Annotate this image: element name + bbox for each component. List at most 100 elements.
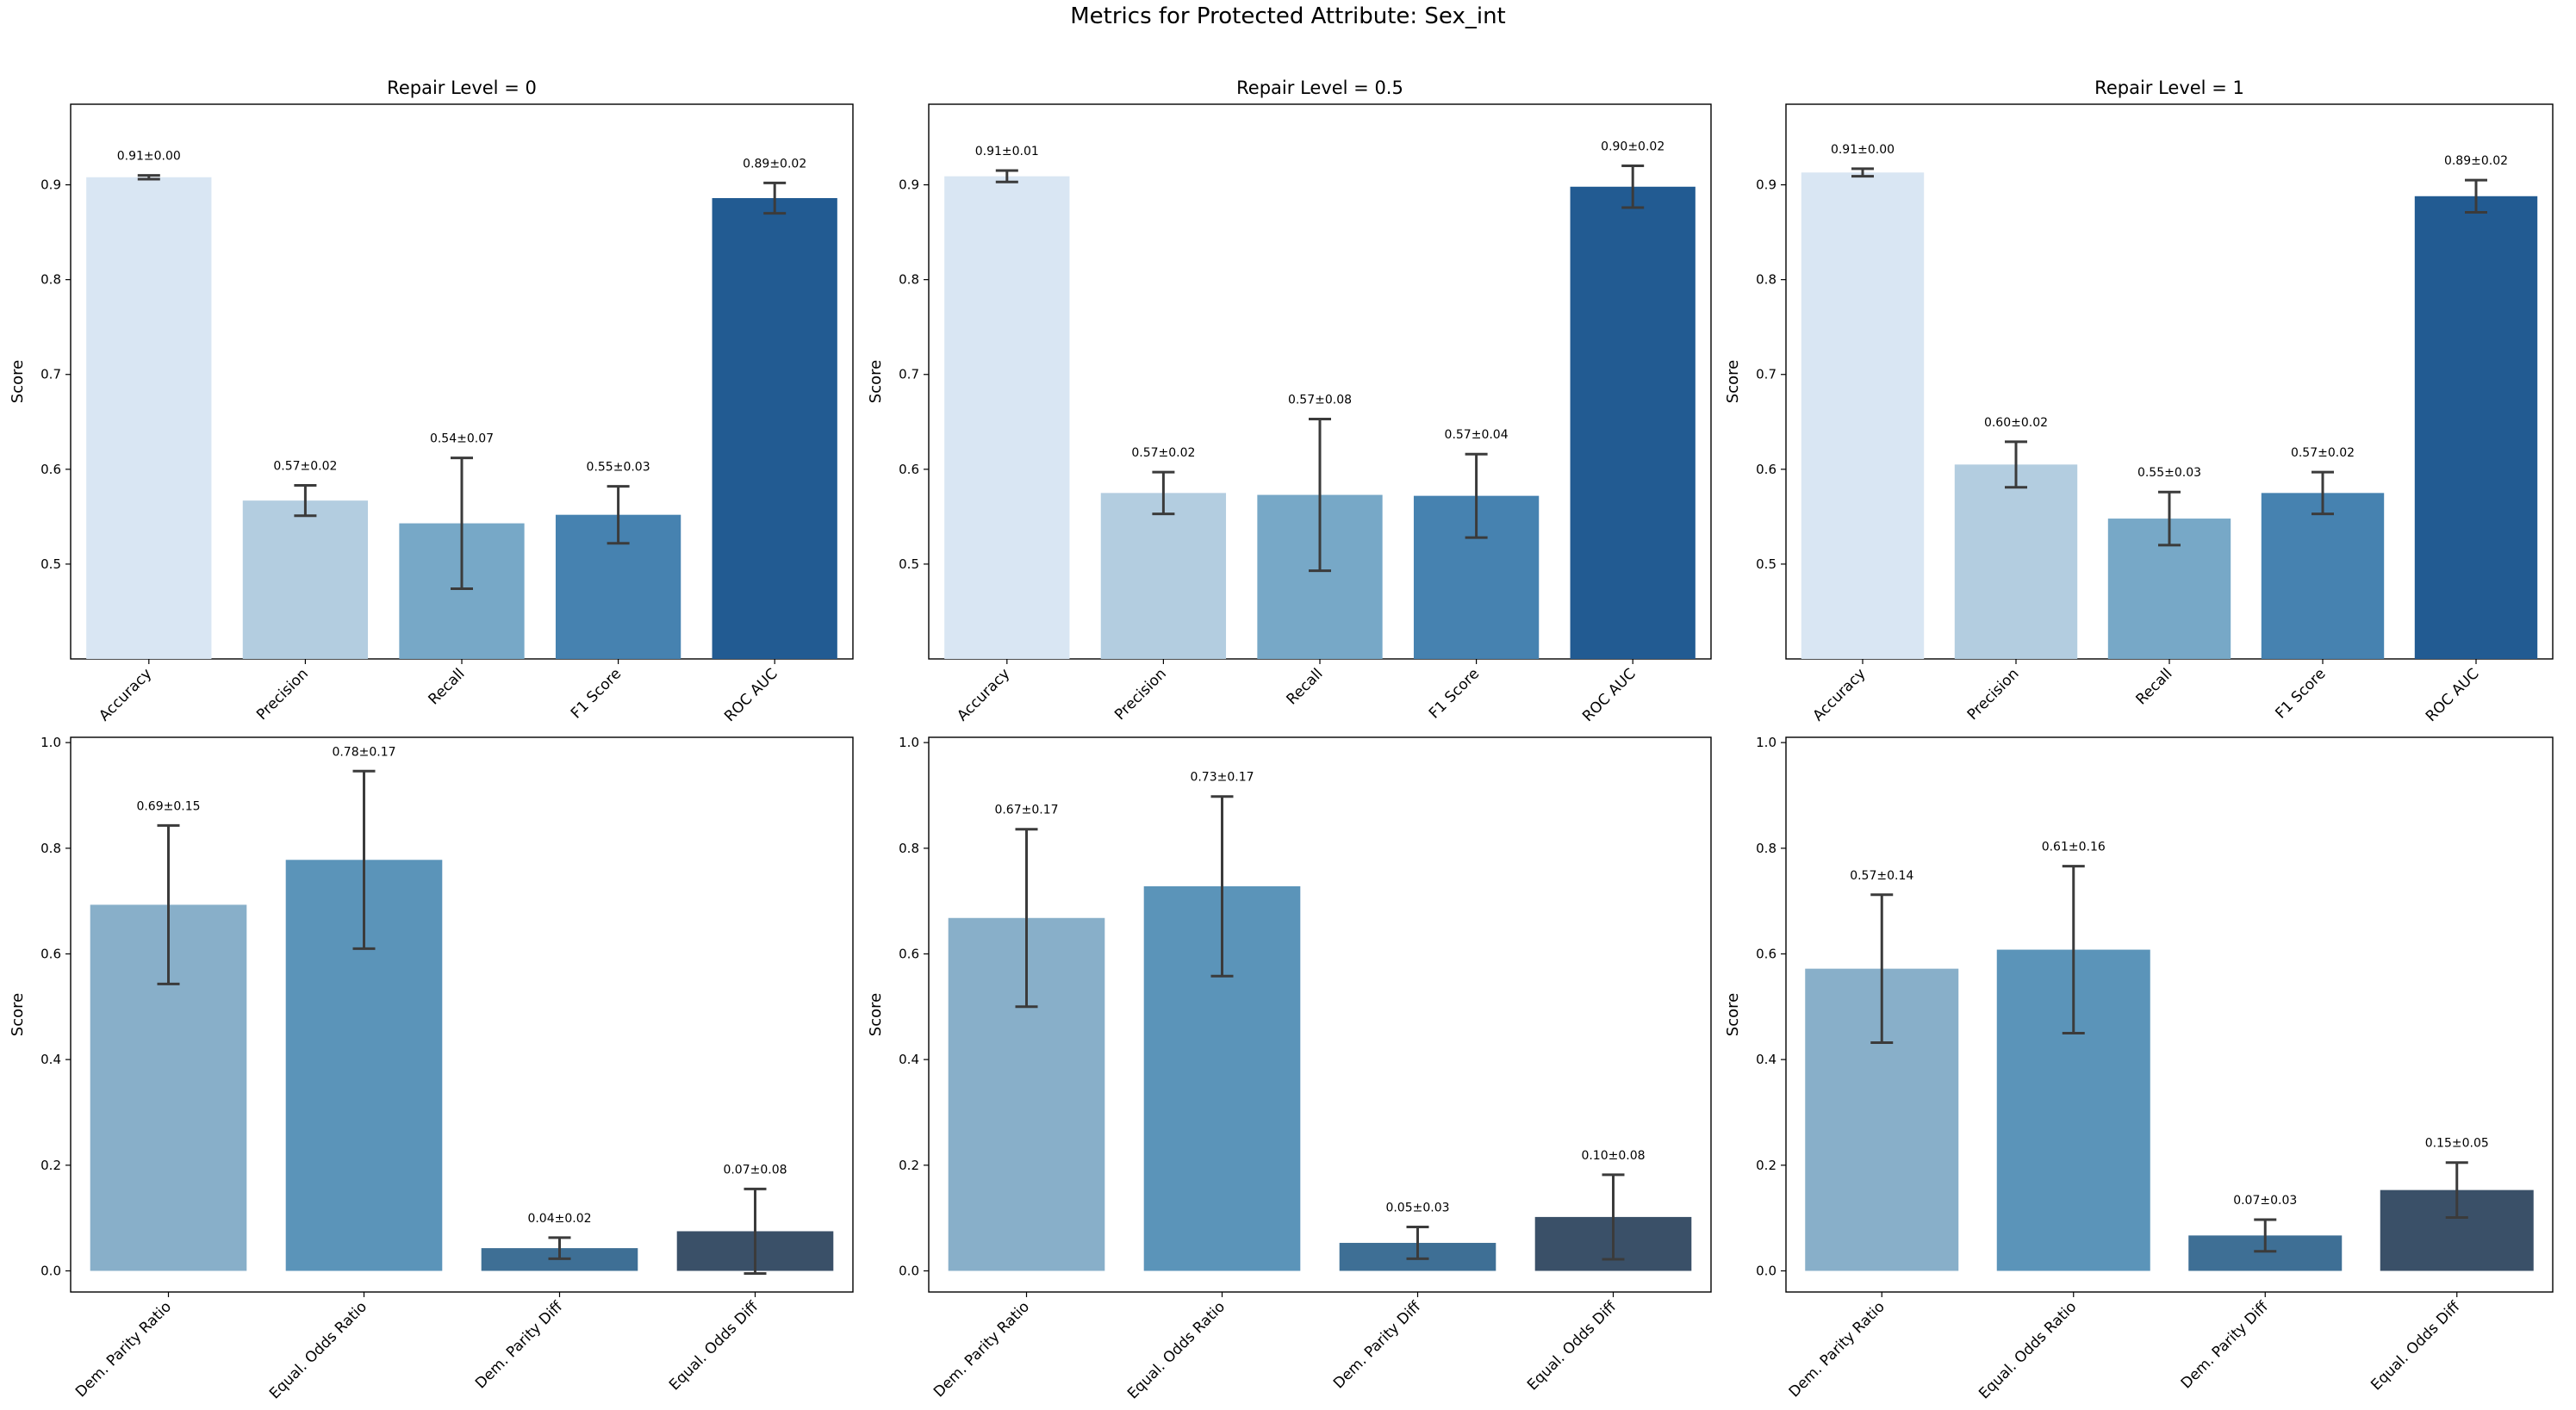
x-tick-label: Dem. Parity Ratio xyxy=(1786,1298,1888,1401)
x-tick-label: Equal. Odds Ratio xyxy=(1124,1298,1229,1402)
bar-1 xyxy=(944,176,1070,659)
x-tick-label: Equal. Odds Diff xyxy=(666,1297,762,1394)
value-label: 0.78±0.17 xyxy=(332,745,395,759)
x-tick-label: Equal. Odds Ratio xyxy=(1976,1298,2080,1402)
y-axis-label: Score xyxy=(867,360,885,403)
x-tick-label: ROC AUC xyxy=(721,665,781,725)
x-tick-label: F1 Score xyxy=(1426,665,1483,722)
value-label: 0.90±0.02 xyxy=(1601,140,1664,154)
value-label: 0.55±0.03 xyxy=(2137,466,2201,480)
bar-1 xyxy=(86,177,212,659)
value-label: 0.57±0.08 xyxy=(1288,393,1352,407)
value-label: 0.05±0.03 xyxy=(1385,1202,1449,1215)
y-tick-label: 1.0 xyxy=(40,735,61,750)
y-tick-label: 0.5 xyxy=(40,556,61,572)
value-label: 0.10±0.08 xyxy=(1581,1149,1645,1163)
value-label: 0.15±0.05 xyxy=(2425,1137,2489,1151)
x-tick-label: F1 Score xyxy=(2272,665,2329,722)
y-tick-label: 0.8 xyxy=(1756,841,1776,856)
y-tick-label: 0.8 xyxy=(40,272,61,288)
y-tick-label: 0.4 xyxy=(1756,1052,1776,1067)
subplot-title: Repair Level = 1 xyxy=(2094,78,2244,98)
bar-5 xyxy=(712,197,837,659)
y-tick-label: 0.5 xyxy=(899,556,919,572)
x-tick-label: Dem. Parity Diff xyxy=(2178,1297,2273,1392)
x-tick-label: Recall xyxy=(426,665,469,708)
x-tick-label: Equal. Odds Diff xyxy=(2368,1297,2464,1394)
y-tick-label: 0.4 xyxy=(40,1052,61,1067)
y-tick-label: 0.2 xyxy=(899,1158,919,1173)
value-label: 0.91±0.01 xyxy=(975,145,1039,158)
subplot-title: Repair Level = 0.5 xyxy=(1236,78,1403,98)
y-tick-label: 0.5 xyxy=(1756,556,1776,572)
y-axis-label: Score xyxy=(1724,993,1742,1036)
y-axis-label: Score xyxy=(867,993,885,1036)
bar-2 xyxy=(242,500,369,659)
y-tick-label: 1.0 xyxy=(899,735,919,750)
y-tick-label: 0.0 xyxy=(40,1263,61,1278)
value-label: 0.57±0.02 xyxy=(273,460,337,474)
x-tick-label: ROC AUC xyxy=(2423,665,2483,725)
y-tick-label: 0.9 xyxy=(40,177,61,193)
y-tick-label: 0.0 xyxy=(899,1263,919,1278)
value-label: 0.55±0.03 xyxy=(587,461,650,475)
y-tick-label: 0.4 xyxy=(899,1052,919,1067)
value-label: 0.54±0.07 xyxy=(430,432,494,446)
value-label: 0.60±0.02 xyxy=(1984,416,2048,430)
y-axis-label: Score xyxy=(9,993,27,1036)
x-tick-label: Recall xyxy=(2133,665,2176,708)
value-label: 0.57±0.02 xyxy=(2291,446,2355,460)
subplot-title: Repair Level = 0 xyxy=(387,78,537,98)
value-label: 0.67±0.17 xyxy=(994,804,1058,817)
y-tick-label: 0.6 xyxy=(1756,462,1776,477)
x-tick-label: Dem. Parity Ratio xyxy=(930,1298,1033,1401)
x-tick-label: ROC AUC xyxy=(1579,665,1640,725)
value-label: 0.89±0.02 xyxy=(2444,154,2508,168)
figure-title: Metrics for Protected Attribute: Sex_int xyxy=(1070,3,1506,29)
y-tick-label: 0.9 xyxy=(899,177,919,193)
value-label: 0.91±0.00 xyxy=(117,150,181,164)
y-tick-label: 0.2 xyxy=(1756,1158,1776,1173)
subplot-4: 0.0 0.2 0.4 0.6 0.8 1.0 Score 0.69±0.15 Dem. Par… xyxy=(9,735,854,1402)
value-label: 0.57±0.14 xyxy=(1850,869,1913,883)
value-label: 0.57±0.02 xyxy=(1131,446,1195,460)
bar-2 xyxy=(1100,493,1227,659)
x-tick-label: Dem. Parity Diff xyxy=(1330,1297,1425,1392)
subplot-1: Repair Level = 0 0.5 0.6 0.7 0.8 0.9 Score 0.91… xyxy=(9,78,854,725)
subplot-6: 0.0 0.2 0.4 0.6 0.8 1.0 Score 0.57±0.14 Dem. Par… xyxy=(1724,735,2554,1402)
y-tick-label: 0.8 xyxy=(899,841,919,856)
x-tick-label: Recall xyxy=(1284,665,1327,708)
bar-4 xyxy=(2261,493,2385,659)
y-tick-label: 0.6 xyxy=(899,946,919,961)
x-tick-label: Accuracy xyxy=(1810,665,1870,724)
x-tick-label: Dem. Parity Ratio xyxy=(72,1298,175,1401)
y-tick-label: 0.9 xyxy=(1756,177,1776,193)
y-axis-label: Score xyxy=(1724,360,1742,403)
y-tick-label: 0.7 xyxy=(1756,367,1776,382)
y-tick-label: 0.6 xyxy=(40,946,61,961)
y-tick-label: 0.8 xyxy=(1756,272,1776,288)
value-label: 0.57±0.04 xyxy=(1445,428,1509,442)
value-label: 0.73±0.17 xyxy=(1190,771,1254,785)
x-tick-label: Precision xyxy=(253,665,312,724)
x-tick-label: Dem. Parity Diff xyxy=(472,1297,567,1392)
subplot-2: Repair Level = 0.5 0.5 0.6 0.7 0.8 0.9 Score 0.… xyxy=(867,78,1712,725)
x-tick-label: Accuracy xyxy=(96,665,155,724)
y-tick-label: 0.0 xyxy=(1756,1263,1776,1278)
value-label: 0.69±0.15 xyxy=(136,799,200,813)
x-tick-label: Equal. Odds Ratio xyxy=(266,1298,370,1402)
subplot-5: 0.0 0.2 0.4 0.6 0.8 1.0 Score 0.67±0.17 Dem. Par… xyxy=(867,735,1712,1402)
x-tick-label: Equal. Odds Diff xyxy=(1524,1297,1621,1394)
y-tick-label: 0.7 xyxy=(40,367,61,382)
y-tick-label: 0.6 xyxy=(1756,946,1776,961)
y-tick-label: 1.0 xyxy=(1756,735,1776,750)
bar-2 xyxy=(1954,464,2078,659)
value-label: 0.91±0.00 xyxy=(1831,143,1895,157)
value-label: 0.07±0.03 xyxy=(2233,1194,2297,1208)
x-tick-label: Accuracy xyxy=(954,665,1013,724)
x-tick-label: Precision xyxy=(1111,665,1170,724)
subplot-3: Repair Level = 1 0.5 0.6 0.7 0.8 0.9 Score 0.91… xyxy=(1724,78,2554,725)
value-label: 0.61±0.16 xyxy=(2042,841,2106,854)
value-label: 0.07±0.08 xyxy=(723,1163,787,1177)
y-tick-label: 0.6 xyxy=(40,462,61,477)
